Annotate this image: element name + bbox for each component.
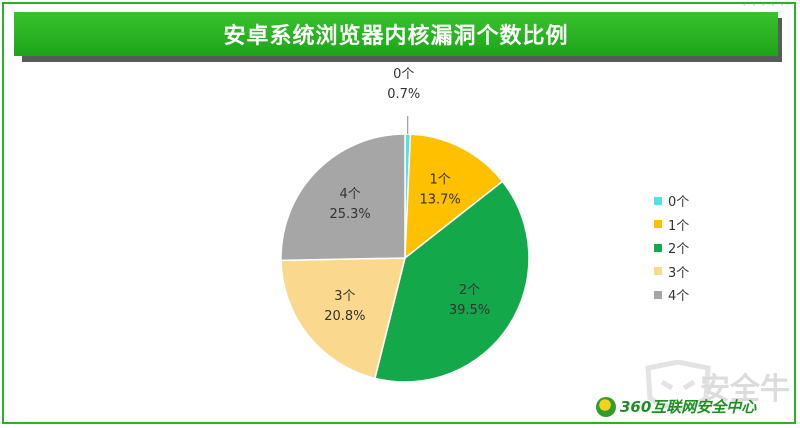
legend-item: 1个 [654,213,689,237]
legend-swatch-3 [654,267,662,276]
legend-item: 4个 [654,283,689,307]
top-decoration: • • • • • [742,2,786,9]
legend-swatch-1 [654,220,662,229]
shield-watermark-icon [645,360,711,411]
legend-swatch-2 [654,243,662,252]
slice-value-label: 13.7% [419,193,460,208]
legend-label: 2个 [668,242,690,258]
legend-swatch-0 [654,196,662,205]
slice-value-label: 20.8% [324,309,365,324]
slice-value-label: 25.3% [329,207,370,222]
pie-slice [404,133,504,260]
brand: 360互联网安全中心 [596,396,756,417]
slice-label: 3个 [334,289,355,304]
legend-label: 1个 [668,218,690,234]
chart-legend: 0个 1个 2个 3个 4个 [654,189,689,307]
legend-item: 3个 [654,260,689,284]
slice-label: 4个 [339,187,360,202]
slice-value-label: 0.7% [387,87,420,102]
legend-label: 3个 [668,265,690,281]
pie-slice [280,133,406,262]
slice-label: 1个 [429,173,450,188]
watermark-text: 安全牛 [700,372,790,407]
legend-label: 0个 [668,195,690,211]
pie-slice [374,180,530,383]
brand-logo-icon [596,396,616,417]
slice-label: 0个 [393,67,414,82]
legend-item: 2个 [654,236,689,260]
legend-swatch-4 [654,290,662,299]
brand-text: 360互联网安全中心 [620,398,757,416]
legend-item: 0个 [654,189,689,213]
slide-frame [2,2,796,424]
slice-label: 2个 [459,283,480,298]
slice-value-label: 39.5% [449,303,490,318]
chart-title: 安卓系统浏览器内核漏洞个数比例 [14,12,778,56]
pie-slice [280,257,406,380]
legend-label: 4个 [668,289,690,305]
